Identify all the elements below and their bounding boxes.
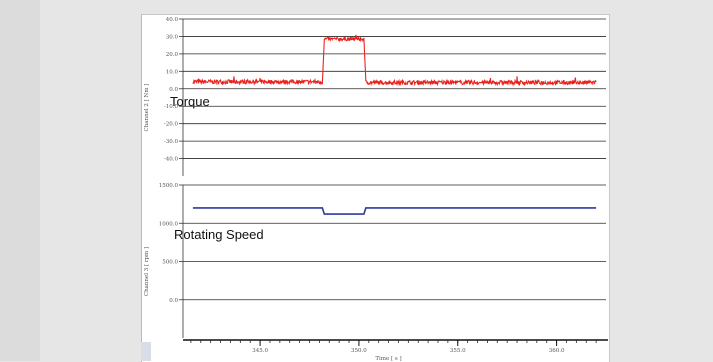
y-tick-label: -40.0 [164, 157, 179, 163]
y-axis-title: Channel 2 [ Nm ] [144, 84, 150, 132]
y-tick-label: -30.0 [164, 139, 179, 145]
left-margin-strip [0, 0, 40, 361]
y-tick-label: 40.0 [166, 17, 179, 23]
x-tick-label: 360.0 [549, 348, 565, 354]
rotating-speed-label: Rotating Speed [174, 227, 264, 242]
x-tick-label: 355.0 [450, 348, 466, 354]
y-tick-label: 20.0 [166, 52, 179, 58]
y-tick-label: 0.0 [169, 87, 178, 93]
y-tick-label: 10.0 [166, 69, 179, 75]
y-tick-label: 30.0 [166, 34, 179, 40]
scrollbar-strip[interactable] [141, 342, 151, 361]
y-tick-label: 1000.0 [159, 221, 179, 227]
x-tick-label: 350.0 [351, 348, 367, 354]
x-axis-title: Time [ s ] [375, 356, 401, 361]
torque-label: Torque [170, 94, 210, 109]
y-tick-label: -10.0 [164, 104, 179, 110]
chart-panel [141, 14, 610, 362]
y-axis-title: Channel 3 [ rpm ] [144, 247, 150, 296]
y-tick-label: 500.0 [162, 260, 178, 266]
y-tick-label: 0.0 [169, 298, 178, 304]
speed-line [192, 207, 597, 215]
y-tick-label: -20.0 [164, 122, 179, 128]
x-tick-label: 345.0 [252, 348, 268, 354]
torque-line [192, 34, 597, 87]
y-tick-label: 1500.0 [159, 183, 179, 189]
